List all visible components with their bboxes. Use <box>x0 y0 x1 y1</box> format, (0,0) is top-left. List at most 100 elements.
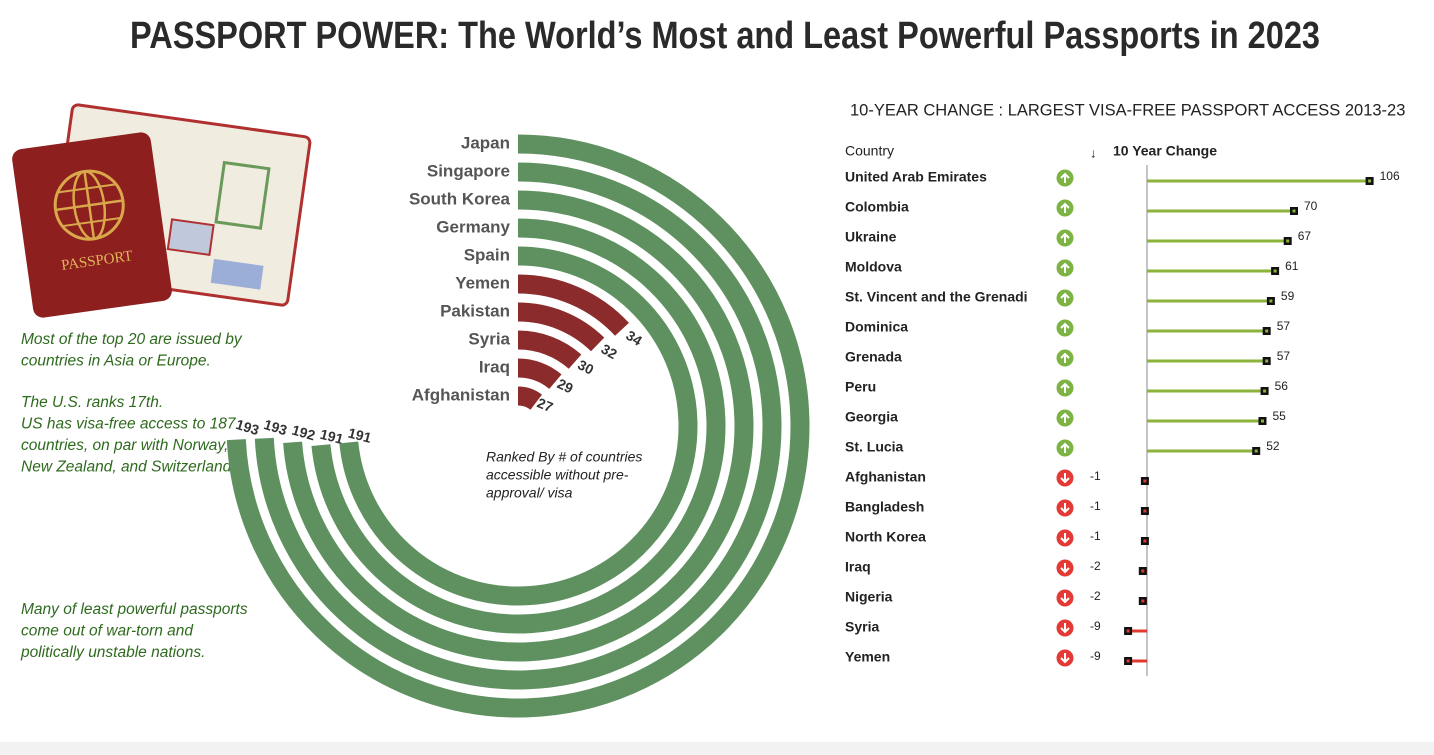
stamp <box>214 160 271 230</box>
lollipop-marker-dot <box>1265 329 1269 333</box>
change-arrow <box>1060 473 1070 484</box>
page-title: PASSPORT POWER: The World’s Most and Lea… <box>130 15 1320 57</box>
radial-bar <box>339 246 698 606</box>
lollipop-marker-dot <box>1273 269 1277 273</box>
value-label: 191 <box>346 425 373 446</box>
change-arrow <box>1060 533 1070 544</box>
value-label: 30 <box>575 356 596 377</box>
country-label: Yemen <box>845 649 890 665</box>
lollipop-marker-dot <box>1269 299 1273 303</box>
country-label: Syria <box>845 619 879 635</box>
sort-indicator: ↓ <box>1090 145 1097 160</box>
lollipop-marker-dot <box>1143 509 1147 513</box>
stamp <box>166 218 215 257</box>
country-label: North Korea <box>845 529 926 545</box>
radial-bar <box>254 162 782 690</box>
note-line: New Zealand, and Switzerland. <box>21 459 236 476</box>
change-arrow <box>1060 382 1070 393</box>
country-label: St. Lucia <box>845 439 904 455</box>
change-arrow <box>1060 563 1070 574</box>
radial-bar <box>311 218 726 634</box>
country-label: Peru <box>845 379 876 395</box>
value-label: 106 <box>1380 169 1400 183</box>
lollipop-marker-dot <box>1141 569 1145 573</box>
radial-bar <box>517 302 605 352</box>
country-label: Grenada <box>845 349 902 365</box>
radial-bar <box>517 358 562 390</box>
stamp <box>210 258 264 290</box>
value-label: 70 <box>1304 199 1318 213</box>
country-label: United Arab Emirates <box>845 169 987 185</box>
country-label: St. Vincent and the Grenadi <box>845 289 1028 305</box>
value-label: 56 <box>1275 379 1289 393</box>
change-arrow <box>1060 352 1070 363</box>
country-label: Iraq <box>845 559 871 575</box>
category-label: Afghanistan <box>412 385 510 404</box>
lollipop-chart: 10-YEAR CHANGE : LARGEST VISA-FREE PASSP… <box>845 101 1405 676</box>
value-label: 67 <box>1298 229 1312 243</box>
chart-note: approval/ visa <box>486 485 573 501</box>
change-arrow <box>1060 593 1070 604</box>
radial-bar <box>517 386 542 411</box>
value-label: 34 <box>623 327 645 349</box>
country-label: Nigeria <box>845 589 893 605</box>
change-arrow <box>1060 232 1070 243</box>
value-label: 55 <box>1273 409 1287 423</box>
value-label: 57 <box>1277 319 1291 333</box>
change-arrow <box>1060 262 1070 273</box>
value-label: 52 <box>1266 439 1280 453</box>
category-label: Yemen <box>455 273 510 292</box>
footer-strip <box>0 742 1434 755</box>
lollipop-marker-dot <box>1143 539 1147 543</box>
radial-chart: Japan 193 Singapore 193 South Korea 192 German… <box>226 133 810 718</box>
lollipop-marker-dot <box>1126 629 1130 633</box>
category-label: South Korea <box>409 189 511 208</box>
value-label: 32 <box>599 341 621 363</box>
chart-note: accessible without pre- <box>486 467 629 483</box>
note-line: US has visa-free access to 187 <box>21 416 237 433</box>
change-arrow <box>1060 412 1070 423</box>
note-line: Many of least powerful passports <box>21 601 248 618</box>
note-line: politically unstable nations. <box>20 644 205 661</box>
lollipop-marker-dot <box>1292 209 1296 213</box>
radial-bar <box>226 134 810 718</box>
passport-illustration: PASSPORT <box>12 103 312 318</box>
country-label: Moldova <box>845 259 902 275</box>
lollipop-marker-dot <box>1265 359 1269 363</box>
lollipop-marker-dot <box>1126 659 1130 663</box>
value-label: 192 <box>290 422 317 444</box>
category-label: Syria <box>468 329 510 348</box>
category-label: Pakistan <box>440 301 510 320</box>
value-label: -9 <box>1090 619 1101 633</box>
lollipop-marker-dot <box>1368 179 1372 183</box>
category-label: Germany <box>436 217 510 236</box>
change-arrow <box>1060 322 1070 333</box>
radial-bar <box>283 190 754 662</box>
value-label: -9 <box>1090 649 1101 663</box>
value-label: 59 <box>1281 289 1295 303</box>
change-arrow <box>1060 442 1070 453</box>
lollipop-marker-dot <box>1286 239 1290 243</box>
country-label: Afghanistan <box>845 469 926 485</box>
note-line: countries, on par with Norway, <box>21 437 228 454</box>
change-arrow <box>1060 202 1070 213</box>
chart-title: 10-YEAR CHANGE : LARGEST VISA-FREE PASSP… <box>850 101 1405 119</box>
note-line: come out of war-torn and <box>21 623 194 640</box>
change-arrow <box>1060 653 1070 664</box>
country-label: Colombia <box>845 199 909 215</box>
category-label: Singapore <box>427 161 510 180</box>
lollipop-marker-dot <box>1141 599 1145 603</box>
chart-note: Ranked By # of countries <box>486 449 642 465</box>
change-arrow <box>1060 503 1070 514</box>
radial-bar <box>517 274 629 336</box>
column-header: Country <box>845 143 894 159</box>
value-label: 191 <box>319 426 346 447</box>
country-label: Dominica <box>845 319 908 335</box>
notes: Most of the top 20 are issued by countrie… <box>20 331 248 661</box>
radial-bar <box>517 330 582 369</box>
value-label: 193 <box>262 416 289 438</box>
value-label: -1 <box>1090 529 1101 543</box>
column-header: 10 Year Change <box>1113 143 1217 159</box>
category-label: Japan <box>461 133 510 152</box>
